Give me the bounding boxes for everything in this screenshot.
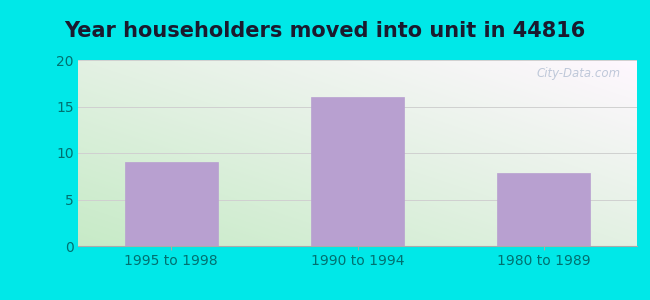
Bar [311,97,404,246]
Bar [497,173,590,246]
Bar [125,162,218,246]
Text: Year householders moved into unit in 44816: Year householders moved into unit in 448… [64,21,586,41]
Text: City-Data.com: City-Data.com [536,68,620,80]
